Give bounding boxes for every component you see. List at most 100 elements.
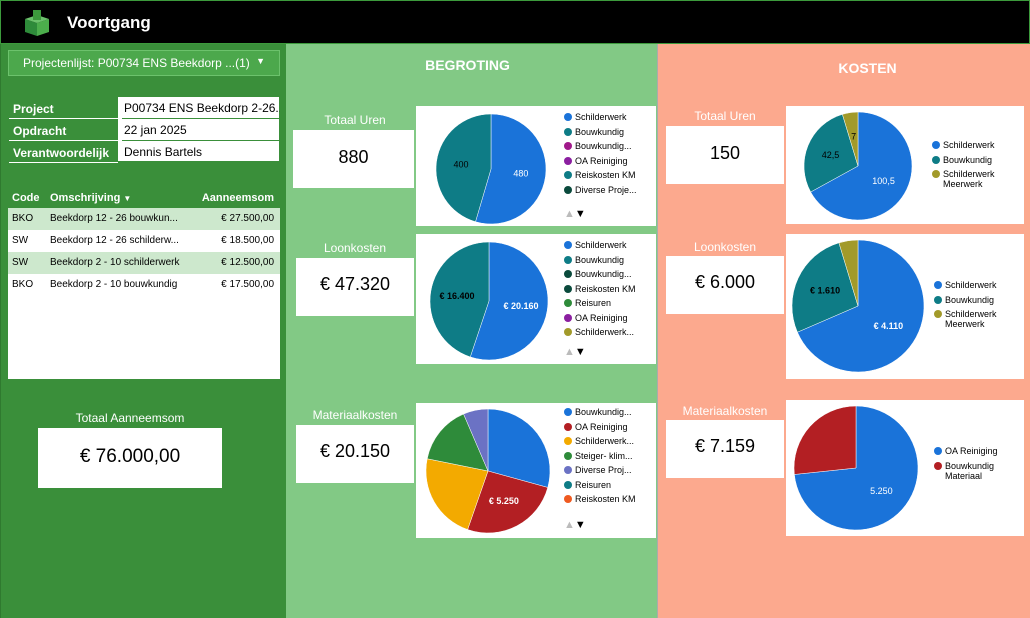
legend-dot-icon <box>564 437 572 445</box>
pie-slice[interactable] <box>793 405 857 475</box>
legend-scroll[interactable]: ▲▼ <box>564 346 586 358</box>
dropdown-value: P00734 ENS Beekdorp ... <box>97 56 236 70</box>
table-row[interactable]: BKO Beekdorp 12 - 26 bouwkun... € 27.500… <box>8 208 280 230</box>
legend-dot-icon <box>934 461 942 470</box>
legend-label: Bouwkundig <box>575 126 625 137</box>
legend-dot-icon <box>932 155 940 164</box>
pie-slice[interactable] <box>475 113 547 225</box>
begroting-loon-legend: Schilderwerk Bouwkundig Bouwkundig... Reisk… <box>564 240 636 342</box>
legend-item[interactable]: OA Reiniging <box>564 422 636 437</box>
pie-data-label: 400 <box>454 160 469 170</box>
legend-item[interactable]: Schilderwerk <box>564 112 637 127</box>
col-header-code[interactable]: Code <box>12 192 40 204</box>
legend-item[interactable]: Reiskosten KM <box>564 494 636 509</box>
arrow-down-icon[interactable]: ▼ <box>574 208 586 220</box>
cell-aanneemsom: € 12.500,00 <box>221 257 274 268</box>
legend-dot-icon <box>564 328 572 336</box>
kosten-materiaal-legend: OA Reiniging Bouwkundig Materiaal <box>934 446 1005 485</box>
legend-item[interactable]: Reisuren <box>564 480 636 495</box>
legend-item[interactable]: Schilderwerk Meerwerk <box>934 309 1005 333</box>
legend-item[interactable]: Schilderwerk... <box>564 327 636 342</box>
legend-item[interactable]: Schilderwerk... <box>564 436 636 451</box>
pie-slice[interactable] <box>463 408 489 472</box>
pie-slice[interactable] <box>791 242 859 333</box>
pie-slice[interactable] <box>838 239 859 307</box>
kosten-loon-pie: € 4.110 € 1.610 <box>791 239 925 373</box>
pie-slice[interactable] <box>810 111 913 221</box>
pie-slice[interactable] <box>469 241 549 361</box>
pie-slice[interactable] <box>426 413 489 472</box>
pie-slice[interactable] <box>425 458 489 530</box>
legend-item[interactable]: OA Reiniging <box>934 446 1005 461</box>
legend-dot-icon <box>932 170 940 178</box>
project-info: Project P00734 ENS Beekdorp 2-26... Opdr… <box>8 96 280 163</box>
legend-label: Bouwkundig Materiaal <box>945 460 995 481</box>
legend-item[interactable]: OA Reiniging <box>564 313 636 328</box>
legend-dot-icon <box>564 185 572 194</box>
legend-item[interactable]: OA Reiniging <box>564 156 637 171</box>
legend-dot-icon <box>934 310 942 318</box>
begroting-title: BEGROTING <box>425 57 510 73</box>
legend-item[interactable]: Bouwkundig... <box>564 141 637 156</box>
legend-item[interactable]: Schilderwerk Meerwerk <box>932 169 1003 193</box>
arrow-up-icon[interactable]: ▲ <box>564 519 575 531</box>
legend-item[interactable]: Bouwkundig... <box>564 407 636 422</box>
legend-dot-icon <box>564 284 572 293</box>
col-header-omschrijving[interactable]: Omschrijving ▼ <box>50 192 132 204</box>
begroting-materiaal-pie: € 5.250 <box>425 408 551 534</box>
legend-item[interactable]: Bouwkundig <box>564 127 637 142</box>
legend-item[interactable]: Schilderwerk <box>934 280 1005 295</box>
info-label: Opdracht <box>9 119 118 141</box>
legend-dot-icon <box>564 127 572 136</box>
legend-item[interactable]: Bouwkundig <box>564 255 636 270</box>
arrow-down-icon[interactable]: ▼ <box>574 519 586 531</box>
legend-item[interactable]: Bouwkundig <box>934 295 1005 310</box>
legend-dot-icon <box>564 156 572 165</box>
projectenlijst-dropdown[interactable]: Projectenlijst: P00734 ENS Beekdorp ...(… <box>8 50 280 76</box>
legend-dot-icon <box>564 466 572 474</box>
legend-item[interactable]: Steiger- klim... <box>564 451 636 466</box>
arrow-up-icon[interactable]: ▲ <box>564 208 575 220</box>
kosten-loon-value: € 6.000 <box>666 256 784 314</box>
info-label: Project <box>9 97 118 119</box>
pie-slice[interactable] <box>797 239 925 373</box>
table-row[interactable]: SW Beekdorp 2 - 10 schilderwerk € 12.500… <box>8 252 280 274</box>
legend-item[interactable]: Diverse Proj... <box>564 465 636 480</box>
pie-slice[interactable] <box>487 408 551 488</box>
legend-label: Bouwkundig... <box>575 407 632 417</box>
table-header: Code Omschrijving ▼ Aanneemsom <box>8 187 280 208</box>
begroting-uren-value: 880 <box>293 130 414 188</box>
pie-slice[interactable] <box>842 111 859 167</box>
legend-label: Schilderwerk Meerwerk <box>945 309 997 329</box>
pie-slice[interactable] <box>803 113 859 193</box>
kosten-uren-chart: 100,5 42,5 7 Schilderwerk Bouwkundig Schilde… <box>786 106 1024 224</box>
legend-item[interactable]: Bouwkundig... <box>564 269 636 284</box>
pie-slice[interactable] <box>435 113 492 223</box>
begroting-loon-pie: € 20.160 € 16.400 <box>429 241 549 361</box>
table-row[interactable]: SW Beekdorp 12 - 26 schilderw... € 18.50… <box>8 230 280 252</box>
pie-slice[interactable] <box>429 241 490 358</box>
legend-label: OA Reiniging <box>945 446 998 456</box>
legend-item[interactable]: Reisuren <box>564 298 636 313</box>
legend-label: Reiskosten KM <box>575 170 636 180</box>
pie-slice[interactable] <box>467 470 549 534</box>
begroting-materiaal-chart: € 5.250 Bouwkundig... OA Reiniging Schilde… <box>416 403 656 538</box>
arrow-down-icon[interactable]: ▼ <box>574 346 586 358</box>
legend-item[interactable]: Reiskosten KM <box>564 284 636 299</box>
legend-item[interactable]: Diverse Proje... <box>564 185 637 200</box>
legend-scroll[interactable]: ▲▼ <box>564 519 586 531</box>
cell-omschrijving: Beekdorp 12 - 26 bouwkun... <box>50 213 178 224</box>
legend-item[interactable]: Schilderwerk <box>932 140 1003 155</box>
arrow-up-icon[interactable]: ▲ <box>564 346 575 358</box>
legend-scroll[interactable]: ▲▼ <box>564 208 586 220</box>
kosten-loon-legend: Schilderwerk Bouwkundig Schilderwerk Meerw… <box>934 280 1005 333</box>
legend-label: Reiskosten KM <box>575 494 636 504</box>
legend-label: Diverse Proj... <box>575 465 632 475</box>
legend-item[interactable]: Reiskosten KM <box>564 170 637 185</box>
legend-item[interactable]: Bouwkundig <box>932 155 1003 170</box>
legend-dot-icon <box>564 171 572 179</box>
legend-item[interactable]: Bouwkundig Materiaal <box>934 461 1005 485</box>
table-row[interactable]: BKO Beekdorp 2 - 10 bouwkundig € 17.500,… <box>8 274 280 296</box>
col-header-aanneemsom[interactable]: Aanneemsom <box>201 192 274 204</box>
legend-item[interactable]: Schilderwerk <box>564 240 636 255</box>
